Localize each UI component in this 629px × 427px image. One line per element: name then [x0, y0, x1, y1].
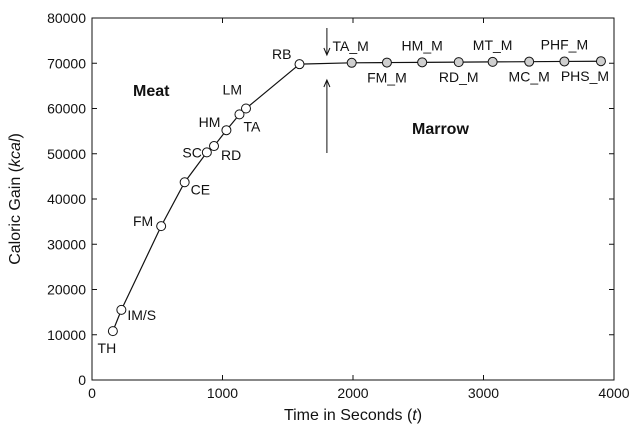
up-arrow-head — [323, 78, 331, 88]
y-tick-label: 20000 — [47, 282, 86, 298]
data-point-lm — [240, 103, 251, 114]
data-point-ce — [179, 177, 190, 188]
data-point-phs-m — [595, 56, 606, 67]
data-point-rb — [294, 59, 305, 70]
point-label-rd-m: RD_M — [439, 69, 479, 85]
x-tick-label: 4000 — [598, 385, 629, 401]
data-points — [107, 56, 606, 337]
y-tick-label: 60000 — [47, 101, 86, 117]
y-tick-label: 40000 — [47, 191, 86, 207]
point-label-th: TH — [98, 340, 117, 356]
data-point-rd — [209, 141, 220, 152]
region-label-meat: Meat — [133, 83, 170, 100]
x-axis-title: Time in Seconds (t) — [284, 407, 422, 424]
x-axis-title-text: Time in Seconds ( — [284, 407, 413, 424]
data-point-ta — [234, 109, 245, 120]
data-point-ta-m — [346, 57, 357, 68]
point-label-rb: RB — [272, 46, 291, 62]
y-tick-label: 0 — [78, 372, 86, 388]
data-point-fm-m — [381, 57, 392, 68]
point-label-mc-m: MC_M — [509, 69, 550, 85]
point-label-fm-m: FM_M — [367, 70, 407, 86]
data-point-fm — [156, 221, 167, 232]
data-point-phf-m — [559, 56, 570, 67]
data-point-mc-m — [524, 56, 535, 67]
y-axis-title: Caloric Gain (kcal) — [7, 133, 24, 265]
y-axis-title-variable: kcal — [7, 138, 24, 167]
division-arrows — [323, 28, 331, 153]
y-tick-label: 30000 — [47, 236, 86, 252]
axis-ticks: 0 1000 2000 3000 400001000020000300004000050… — [47, 10, 629, 401]
y-axis-title-text: Caloric Gain ( — [7, 166, 24, 264]
point-label-rd: RD — [221, 147, 241, 163]
data-point-rd-m — [453, 57, 464, 68]
meat-series-line — [112, 63, 300, 332]
point-label-fm: FM — [133, 213, 153, 229]
data-point-th — [107, 326, 118, 337]
series-lines — [112, 60, 601, 332]
x-tick-label: 2000 — [337, 385, 368, 401]
y-axis-title-close: ) — [7, 133, 24, 138]
data-point-sc — [201, 147, 212, 158]
x-axis-title-close: ) — [417, 407, 422, 424]
point-label-sc: SC — [182, 144, 201, 160]
data-point-mt-m — [487, 56, 498, 67]
y-tick-label: 10000 — [47, 327, 86, 343]
point-label-mt-m: MT_M — [473, 37, 513, 53]
point-label-hm-m: HM_M — [402, 37, 443, 53]
data-point-hm — [221, 125, 232, 136]
data-point-hm-m — [417, 57, 428, 68]
x-tick-label: 0 — [88, 385, 96, 401]
y-tick-label: 80000 — [47, 10, 86, 26]
x-tick-label: 3000 — [468, 385, 499, 401]
data-point-im-s — [116, 304, 127, 315]
point-label-phf-m: PHF_M — [541, 36, 588, 52]
point-label-ta-m: TA_M — [333, 38, 369, 54]
point-label-hm: HM — [199, 114, 221, 130]
point-labels: TH IM/S FM CE SC RD HM TA LM RB TA_M FM_M HM_M RD_M MT… — [98, 36, 610, 356]
x-tick-label: 1000 — [207, 385, 238, 401]
point-label-im-s: IM/S — [127, 307, 156, 323]
y-tick-label: 50000 — [47, 146, 86, 162]
y-tick-label: 70000 — [47, 55, 86, 71]
point-label-lm: LM — [223, 82, 242, 98]
region-label-marrow: Marrow — [412, 121, 469, 138]
point-label-ce: CE — [191, 181, 210, 197]
point-label-phs-m: PHS_M — [561, 68, 609, 84]
marrow-series-line — [299, 60, 601, 65]
point-label-ta: TA — [243, 118, 261, 134]
down-arrow-head — [323, 47, 331, 57]
x-axis-title-variable: t — [412, 407, 417, 424]
